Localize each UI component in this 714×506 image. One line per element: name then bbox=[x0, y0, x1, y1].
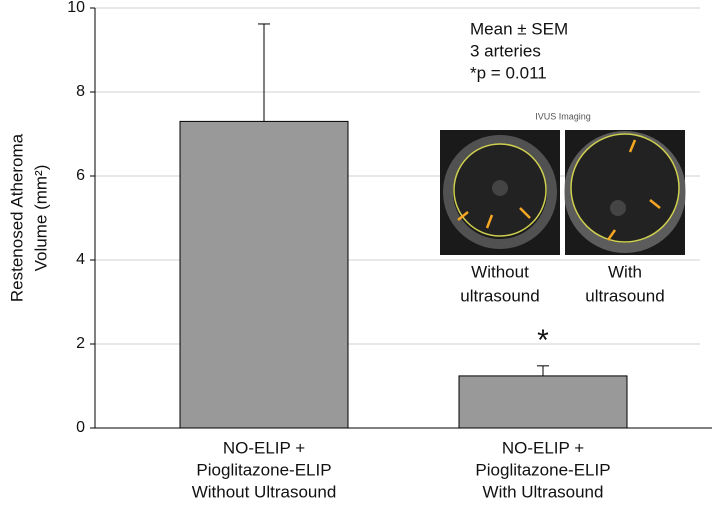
inset-label: Without bbox=[471, 262, 529, 281]
bar bbox=[458, 375, 628, 429]
x-tick-label: Without Ultrasound bbox=[192, 482, 337, 501]
y-tick-label: 2 bbox=[76, 335, 85, 352]
y-tick-label: 8 bbox=[76, 83, 85, 100]
inset-label: ultrasound bbox=[460, 286, 539, 305]
lumen-outline bbox=[570, 133, 680, 243]
bar bbox=[179, 120, 349, 429]
inset-label: ultrasound bbox=[585, 286, 664, 305]
y-axis-label: Restenosed Atheroma Volume (mm²) bbox=[7, 133, 50, 302]
y-tick-label: 4 bbox=[76, 251, 85, 268]
catheter bbox=[492, 180, 508, 196]
arrows bbox=[457, 207, 531, 229]
vessel-wall bbox=[443, 135, 557, 249]
x-tick-label: Pioglitazone-ELIP bbox=[196, 460, 331, 479]
arrows bbox=[606, 139, 661, 241]
note-line: *p = 0.011 bbox=[470, 63, 547, 82]
legend-note: Mean ± SEM 3 arteries *p = 0.011 bbox=[470, 19, 568, 82]
note-line: Mean ± SEM bbox=[470, 19, 568, 38]
ivus-inset: IVUS Imaging Without ultrasound With ult… bbox=[440, 111, 686, 305]
note-line: 3 arteries bbox=[470, 41, 541, 60]
y-label-line: Volume (mm²) bbox=[31, 165, 50, 272]
y-label-line: Restenosed Atheroma bbox=[7, 133, 26, 302]
inset-title: IVUS Imaging bbox=[535, 111, 591, 121]
plot: 0 2 4 6 8 10 NO-ELIP + Pioglitazone-ELIP Without… bbox=[67, 0, 712, 501]
inset-label: With bbox=[608, 262, 642, 281]
significance-marker: * bbox=[537, 324, 549, 357]
x-tick-label: NO-ELIP + bbox=[223, 438, 305, 457]
y-tick-label: 10 bbox=[67, 0, 85, 16]
x-tick-label: With Ultrasound bbox=[483, 482, 604, 501]
catheter bbox=[610, 200, 626, 216]
y-tick-label: 0 bbox=[76, 419, 85, 436]
y-tick-label: 6 bbox=[76, 167, 85, 184]
x-tick-label: NO-ELIP + bbox=[502, 438, 584, 457]
x-tick-label: Pioglitazone-ELIP bbox=[475, 460, 610, 479]
